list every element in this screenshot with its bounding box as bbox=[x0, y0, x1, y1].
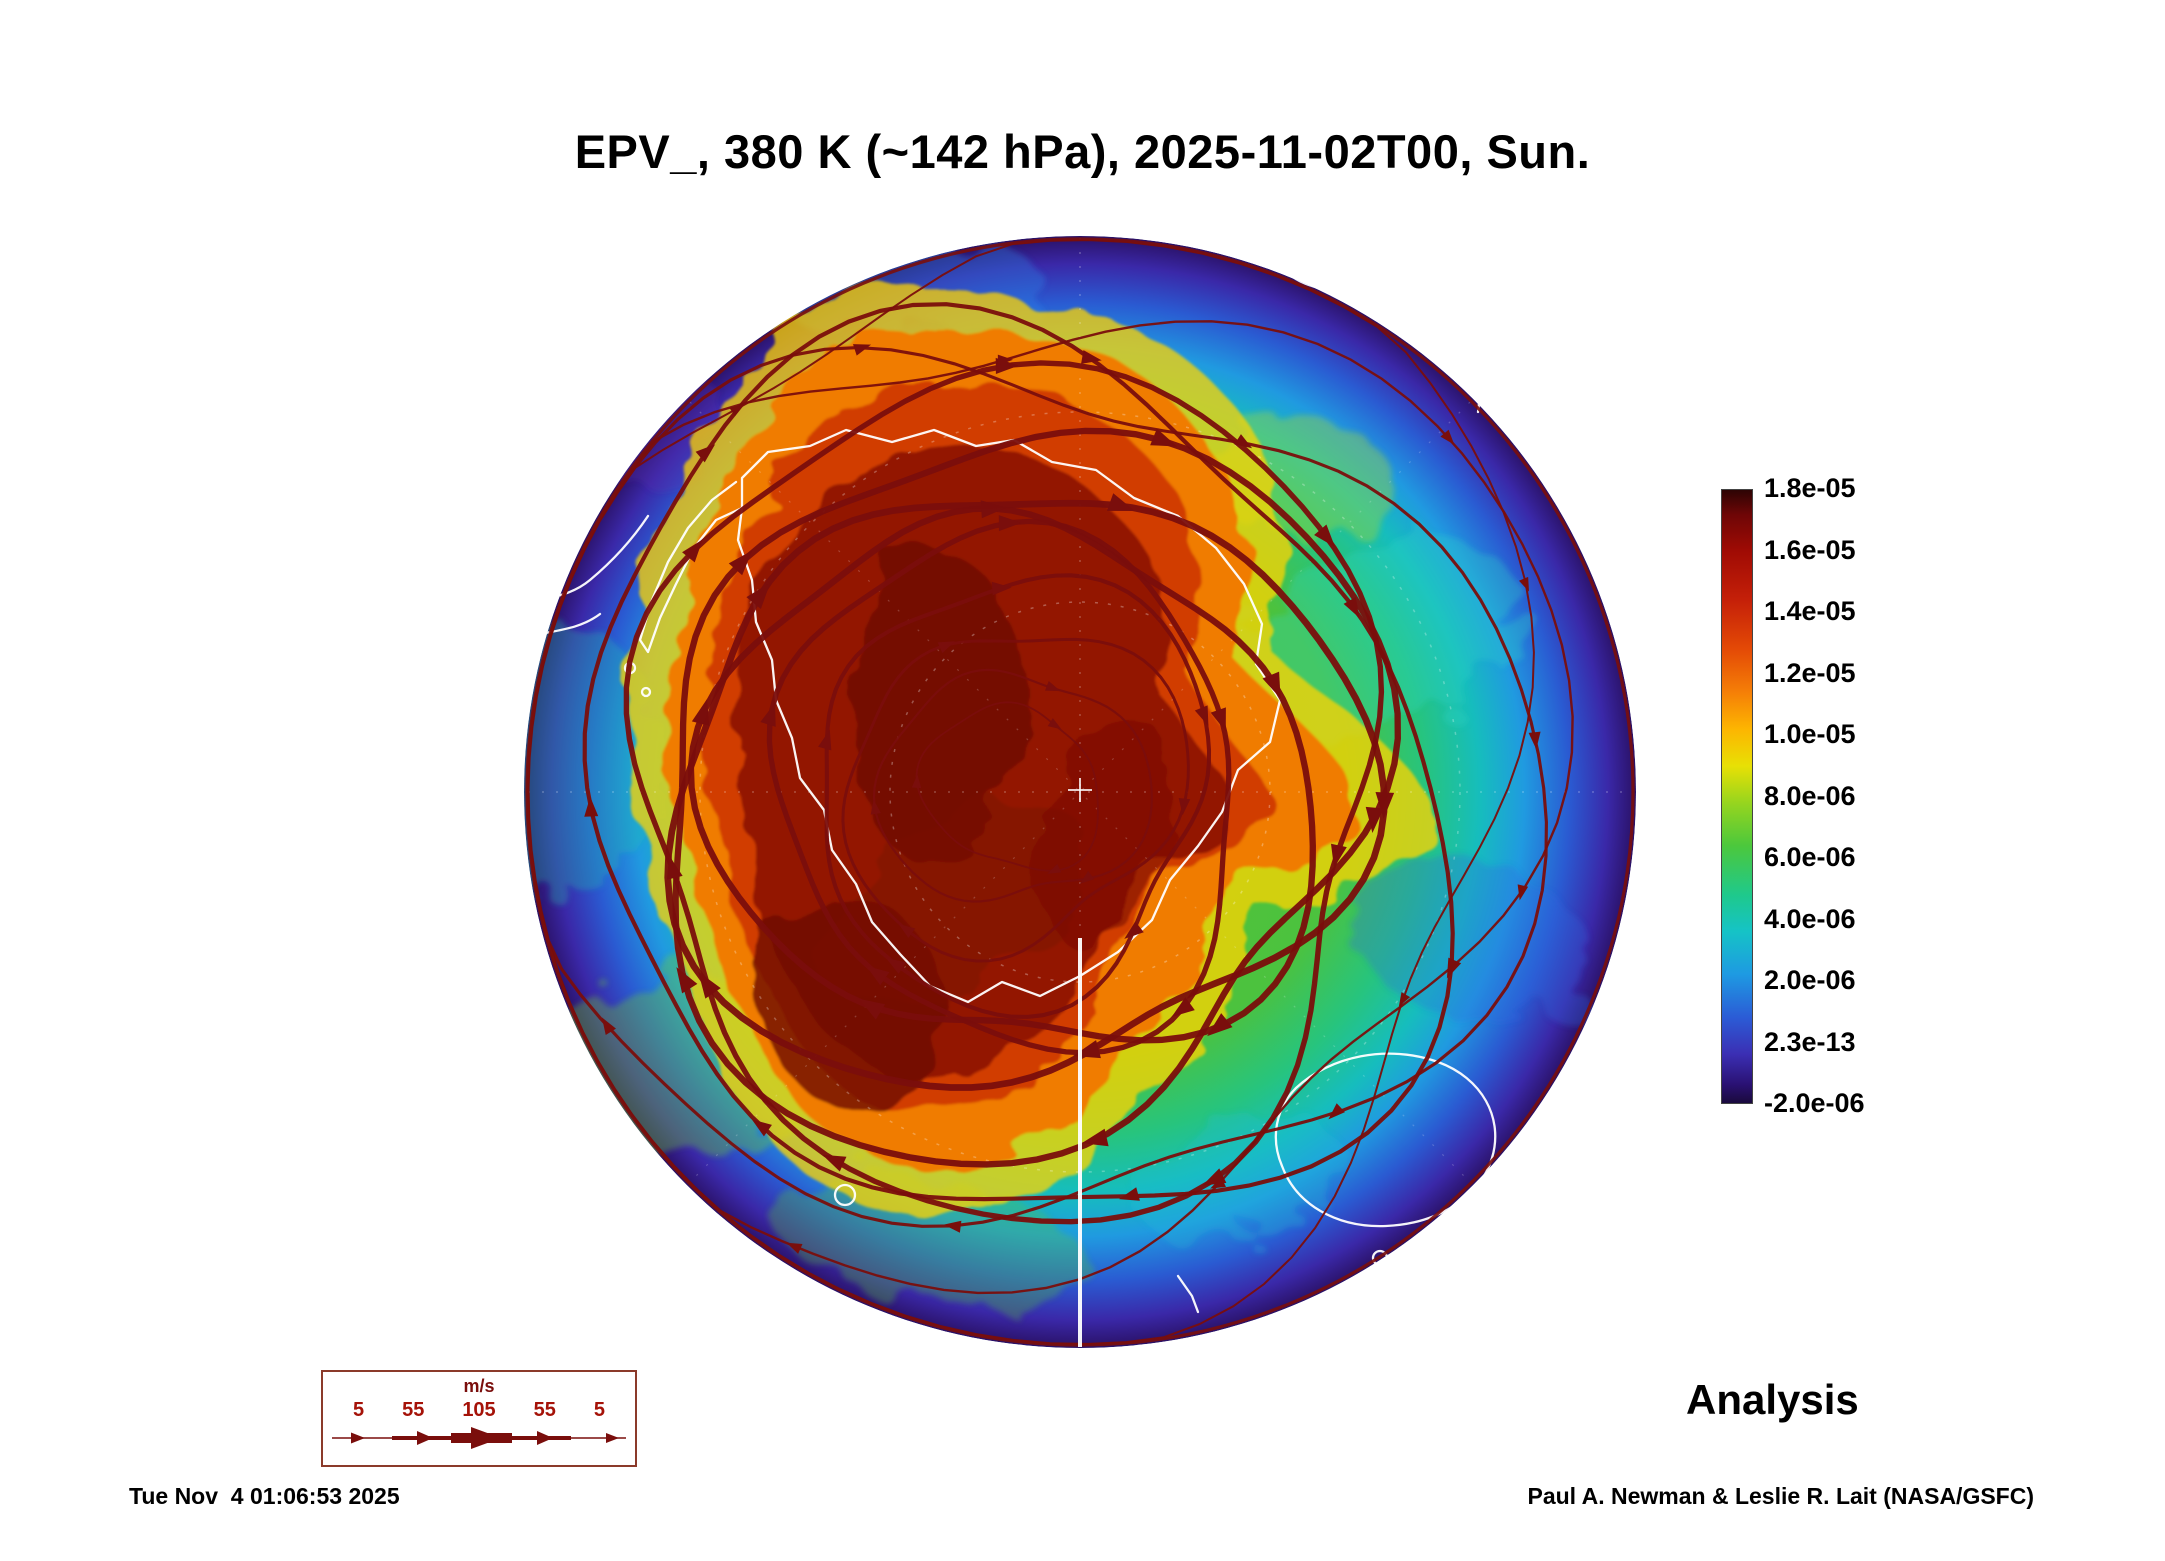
wind-scale-value: 5 bbox=[353, 1399, 365, 1421]
streamline-arrow-icon bbox=[1081, 350, 1102, 364]
streamline-arrow-icon bbox=[822, 1154, 847, 1172]
graticule bbox=[528, 238, 1632, 1346]
streamline-arrow-icon bbox=[1343, 597, 1360, 618]
streamline-arrow-icon bbox=[691, 699, 710, 726]
streamline-arrow-icon bbox=[911, 774, 922, 789]
streamline bbox=[687, 505, 1316, 1044]
coastline-nz bbox=[1176, 1274, 1200, 1314]
credit: Paul A. Newman & Leslie R. Lait (NASA/GS… bbox=[1527, 1483, 2034, 1509]
streamline bbox=[582, 302, 1455, 1202]
streamline-arrow-icon bbox=[1178, 798, 1191, 816]
streamline-arrow-icon bbox=[1328, 1103, 1345, 1120]
colorbar: 1.8e-05 1.6e-05 1.4e-05 1.2e-05 1.0e-05 … bbox=[1764, 473, 1934, 1118]
streamline-arrow-icon bbox=[729, 404, 744, 417]
colorbar-tick-label: 8.0e-06 bbox=[1764, 780, 1856, 811]
streamline-arrow-icon bbox=[1150, 428, 1178, 447]
wind-scale-value: 55 bbox=[533, 1399, 556, 1421]
wind-unit-label: m/s bbox=[463, 1376, 495, 1396]
streamline-arrow-icon bbox=[601, 1017, 616, 1035]
vortex-core-patch bbox=[856, 551, 1021, 866]
streamline-arrow-icon bbox=[1314, 524, 1336, 548]
streamline-arrow-icon bbox=[1528, 731, 1541, 750]
analysis-label: Analysis bbox=[1686, 1376, 1859, 1423]
streamline-arrow-icon bbox=[991, 581, 1012, 596]
streamline-arrow-icon bbox=[1210, 707, 1226, 732]
streamline-arrow-icon bbox=[1330, 843, 1347, 868]
wind-scale-value: 5 bbox=[593, 1399, 605, 1421]
streamline-arrow-icon bbox=[1047, 718, 1062, 730]
streamline-arrow-icon bbox=[1106, 493, 1135, 512]
globe bbox=[524, 236, 1636, 1348]
streamline bbox=[841, 637, 1190, 963]
streamline-arrow-icon bbox=[1210, 1177, 1226, 1189]
colorbar-tick-label: 2.3e-13 bbox=[1764, 1026, 1856, 1057]
streamline-arrow-icon bbox=[943, 1220, 962, 1233]
colorbar-tick-label: 6.0e-06 bbox=[1764, 842, 1856, 872]
streamline-arrow-icon bbox=[998, 515, 1022, 532]
streamline-arrow-icon bbox=[1262, 671, 1281, 699]
streamline-arrow-icon bbox=[997, 354, 1014, 366]
streamline-arrow-icon bbox=[858, 998, 886, 1020]
streamline-arrow-icon bbox=[786, 1242, 803, 1254]
figure-title: EPV_, 380 K (~142 hPa), 2025-11-02T00, S… bbox=[574, 125, 1591, 178]
streamline-arrow-icon bbox=[1518, 576, 1530, 592]
colorbar-tick-label: 1.0e-05 bbox=[1764, 719, 1856, 749]
streamline-arrow-icon bbox=[1207, 1013, 1233, 1037]
streamline-arrow-icon bbox=[1124, 921, 1144, 939]
timestamp: Tue Nov 4 01:06:53 2025 bbox=[129, 1483, 400, 1509]
streamline-arrow-icon bbox=[1045, 681, 1061, 692]
streamline-arrow-icon bbox=[870, 799, 881, 815]
streamline-arrow-icon bbox=[1365, 806, 1384, 833]
streamline-arrow-icon bbox=[1171, 997, 1195, 1017]
streamline-arrow-icon bbox=[1398, 992, 1411, 1007]
colorbar-tick-label: 1.2e-05 bbox=[1764, 657, 1856, 688]
streamline-arrow-icon bbox=[728, 550, 753, 576]
streamline-arrow-icon bbox=[1081, 1128, 1109, 1147]
streamline-arrow-icon bbox=[751, 1119, 772, 1137]
streamline-arrow-icon bbox=[760, 702, 776, 727]
streamline-arrow-icon bbox=[898, 923, 916, 939]
streamline bbox=[623, 360, 1385, 1225]
streamline-arrow-icon bbox=[866, 965, 890, 986]
streamline-arrow-icon bbox=[1119, 1187, 1140, 1201]
wind-arrow-icon bbox=[537, 1431, 553, 1445]
streamline-arrow-icon bbox=[676, 967, 698, 994]
wind-speed-legend: m/s 5 55 105 55 5 bbox=[321, 1370, 637, 1467]
colorbar-tick-label: 1.4e-05 bbox=[1764, 596, 1856, 626]
streamline bbox=[872, 668, 1153, 903]
streamline-arrow-icon bbox=[1047, 863, 1062, 874]
streamline-arrow-icon bbox=[937, 641, 956, 654]
colorbar-tick-label: 2.0e-06 bbox=[1764, 965, 1856, 995]
colorbar-gradient bbox=[1721, 489, 1753, 1104]
colorbar-tick-label: 1.8e-05 bbox=[1764, 473, 1856, 503]
colorbar-tick-label: 4.0e-06 bbox=[1764, 903, 1856, 934]
colorbar-tick-label: 1.6e-05 bbox=[1764, 534, 1856, 565]
streamline bbox=[824, 573, 1212, 1019]
wind-arrow-icon bbox=[471, 1427, 501, 1449]
streamline-arrow-icon bbox=[695, 444, 716, 463]
streamline-arrow-icon bbox=[1517, 884, 1529, 901]
streamline-arrow-icon bbox=[853, 344, 872, 356]
streamline bbox=[672, 427, 1401, 1168]
streamline-arrow-icon bbox=[746, 582, 771, 609]
streamline-arrow-icon bbox=[1194, 705, 1209, 726]
wind-arrow-icon bbox=[606, 1433, 619, 1443]
streamline-arrow-icon bbox=[1440, 429, 1455, 445]
streamline-arrow-icon bbox=[666, 855, 683, 880]
streamline-arrow-icon bbox=[682, 539, 703, 563]
streamline-arrow-icon bbox=[818, 729, 832, 751]
streamline-arrow-icon bbox=[1234, 434, 1253, 449]
streamline-arrow-icon bbox=[584, 796, 599, 817]
wind-scale-value: 55 bbox=[402, 1399, 425, 1421]
streamline-arrow-icon bbox=[885, 957, 906, 974]
wind-arrow-icon bbox=[351, 1432, 365, 1444]
wind-arrow-scale-icon bbox=[332, 1427, 626, 1449]
colorbar-tick-label: -2.0e-06 bbox=[1764, 1088, 1865, 1118]
wind-scale-value: 105 bbox=[462, 1399, 496, 1421]
wind-arrow-icon bbox=[417, 1431, 433, 1445]
wind-scale-values: 5 55 105 55 5 bbox=[323, 1397, 635, 1422]
streamline-arrow-icon bbox=[1079, 870, 1095, 884]
